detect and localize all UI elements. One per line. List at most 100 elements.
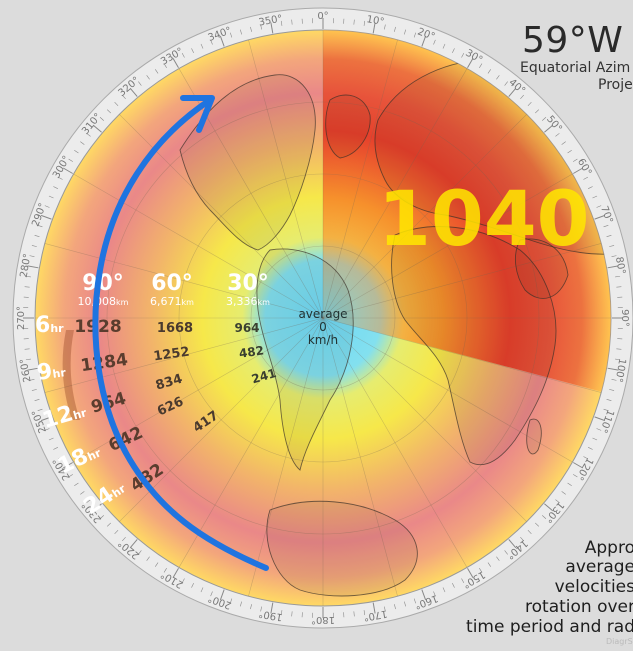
bearing-tick [372, 22, 376, 34]
bearing-tick [29, 379, 35, 381]
bearing-tick [74, 149, 79, 154]
bearing-tick [615, 275, 621, 278]
bearing-tick [129, 87, 138, 97]
bearing-tick [394, 26, 396, 32]
caption-line-3: velocities [554, 577, 633, 597]
bearing-tick [31, 245, 37, 247]
bearing-tick [37, 225, 43, 228]
bearing-tick [53, 186, 58, 189]
bearing-tick [280, 20, 283, 26]
meridian-line [119, 114, 527, 522]
bearing-tick [219, 35, 225, 47]
bearing-tick [68, 158, 73, 162]
bearing-tick [353, 611, 355, 617]
bearing-tick [27, 367, 39, 371]
bearing-tick [92, 124, 102, 133]
africa [391, 226, 557, 466]
bearing-tick [555, 133, 560, 137]
caption-line-1: Appro [584, 538, 633, 558]
bearing-label: 90° [619, 309, 630, 327]
bearing-tick [467, 568, 474, 579]
bearing-tick [114, 529, 119, 535]
bearing-tick [163, 63, 167, 68]
bearing-label: 80° [613, 256, 627, 275]
bearing-tick [250, 26, 252, 32]
bearing-tick [607, 265, 619, 269]
bearing-tick [609, 389, 615, 391]
bearing-tick [270, 602, 274, 614]
bearing-tick [544, 124, 554, 133]
bearing-tick [609, 245, 615, 247]
bearing-tick [467, 57, 474, 68]
bearing-tick [583, 456, 589, 460]
label-shade [62, 330, 80, 420]
velocity-value: 964 [234, 321, 259, 335]
bearing-tick [86, 133, 91, 137]
south-america [256, 248, 354, 471]
bearing-tick [542, 117, 547, 121]
velocity-value: 1252 [153, 345, 191, 365]
bearing-tick [442, 587, 446, 593]
big-overlay-number: 1040 [378, 174, 590, 263]
bearing-tick [561, 491, 566, 495]
bearing-tick [520, 537, 524, 542]
bearing-tick [421, 35, 427, 47]
bearing-tick [353, 19, 355, 25]
bearing-tick [372, 602, 376, 614]
caption-line-2: average [565, 557, 633, 577]
bearing-tick [80, 491, 85, 495]
ring-header-deg: 60° [151, 271, 193, 296]
bearing-tick [588, 186, 593, 189]
bearing-tick [487, 69, 492, 74]
bearing-tick [616, 286, 622, 288]
meridian-line [248, 39, 398, 597]
bearing-tick [527, 529, 532, 535]
bearing-tick [573, 462, 584, 469]
ring-header-km: 6,671km [150, 295, 194, 308]
bearing-tick [542, 515, 547, 519]
bearing-tick [452, 583, 455, 588]
bearing-tick [496, 556, 500, 561]
bearing-tick [210, 591, 213, 597]
bearing-tick [154, 562, 159, 567]
bearing-tick [567, 482, 572, 487]
meridian-line [44, 243, 602, 393]
bearing-tick [27, 265, 39, 269]
bearing-tick [479, 568, 483, 573]
bearing-label: 10° [366, 14, 385, 28]
bearing-tick [146, 75, 150, 80]
bearing-tick [504, 81, 508, 86]
bearing-label: 190° [258, 607, 284, 622]
bearing-tick [611, 255, 617, 257]
meridian-line [248, 39, 398, 597]
bearing-tick [404, 601, 406, 607]
bearing-tick [592, 195, 598, 199]
bearing-tick [606, 235, 612, 237]
bearing-label: 270° [16, 306, 27, 330]
bearing-tick [607, 367, 619, 371]
graticule [35, 30, 611, 606]
map-subtitle: Equatorial Azim [520, 60, 631, 76]
bearing-tick [442, 43, 446, 49]
bearing-tick [603, 408, 609, 411]
bearing-tick [181, 578, 185, 584]
bearing-tick [200, 587, 204, 593]
bearing-tick [31, 389, 37, 391]
bearing-tick [479, 63, 483, 68]
bearing-tick [421, 589, 427, 601]
bearing-label: 170° [363, 607, 389, 622]
meridian-line [178, 68, 468, 568]
bearing-tick [24, 286, 30, 288]
bearing-tick [520, 94, 524, 99]
bearing-tick [461, 52, 465, 58]
bearing-tick [573, 474, 578, 478]
bearing-tick [48, 437, 54, 441]
bearing-tick [40, 214, 52, 220]
center-label-line3: km/h [308, 333, 338, 347]
bearing-tick [384, 24, 386, 30]
bearing-tick [106, 109, 112, 114]
bearing-tick [611, 379, 617, 381]
bearing-tick [200, 43, 204, 49]
bearing-tick [363, 610, 366, 616]
bearing-tick [280, 610, 283, 616]
